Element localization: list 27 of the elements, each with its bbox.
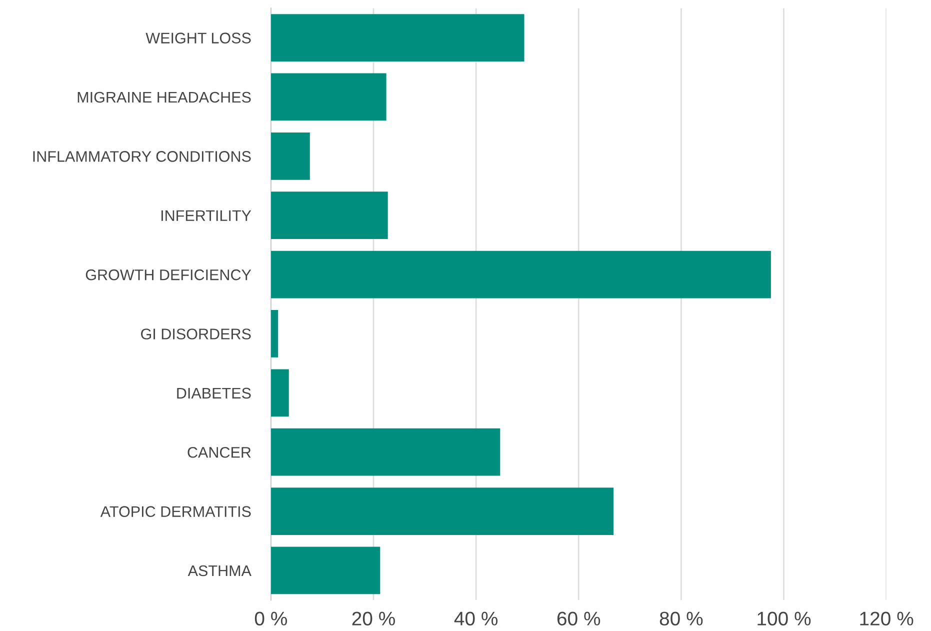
x-tick-label: 120 %: [860, 612, 914, 626]
bar: [270, 73, 386, 121]
bar: [270, 546, 380, 594]
x-tick-label: 80 %: [660, 612, 703, 626]
y-tick-label: CANCER: [188, 446, 251, 458]
y-tick-label: MIGRAINE HEADACHES: [78, 92, 251, 103]
bar: [270, 369, 289, 417]
x-tick-label: 100 %: [758, 612, 811, 626]
bar: [270, 488, 614, 535]
y-tick-label: INFLAMMATORY CONDITIONS: [33, 151, 251, 162]
bar: [270, 310, 278, 358]
x-tick-label: 60 %: [557, 612, 600, 626]
x-tick-label: 0 %: [254, 612, 287, 626]
y-tick-label: ASTHMA: [188, 565, 252, 576]
y-tick-label: ATOPIC DERMATITIS: [100, 506, 251, 517]
y-tick-label: INFERTILITY: [161, 210, 252, 221]
bar: [270, 132, 310, 180]
x-tick-label: 40 %: [454, 612, 498, 626]
bar: [270, 14, 524, 62]
x-tick-label: 20 %: [352, 612, 395, 626]
y-tick-label: GI DISORDERS: [141, 328, 251, 340]
bar: [270, 250, 771, 298]
y-tick-label: GROWTH DEFICIENCY: [86, 269, 252, 280]
bar: [270, 192, 388, 240]
bar: [270, 428, 500, 476]
y-tick-label: WEIGHT LOSS: [146, 32, 251, 44]
y-tick-label: DIABETES: [177, 388, 251, 399]
